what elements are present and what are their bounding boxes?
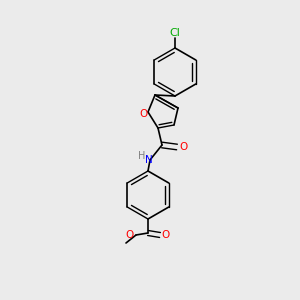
Text: O: O xyxy=(162,230,170,240)
Text: H: H xyxy=(138,151,146,161)
Text: N: N xyxy=(145,155,153,165)
Text: O: O xyxy=(139,109,147,119)
Text: O: O xyxy=(179,142,187,152)
Text: Cl: Cl xyxy=(169,28,180,38)
Text: O: O xyxy=(126,230,134,240)
